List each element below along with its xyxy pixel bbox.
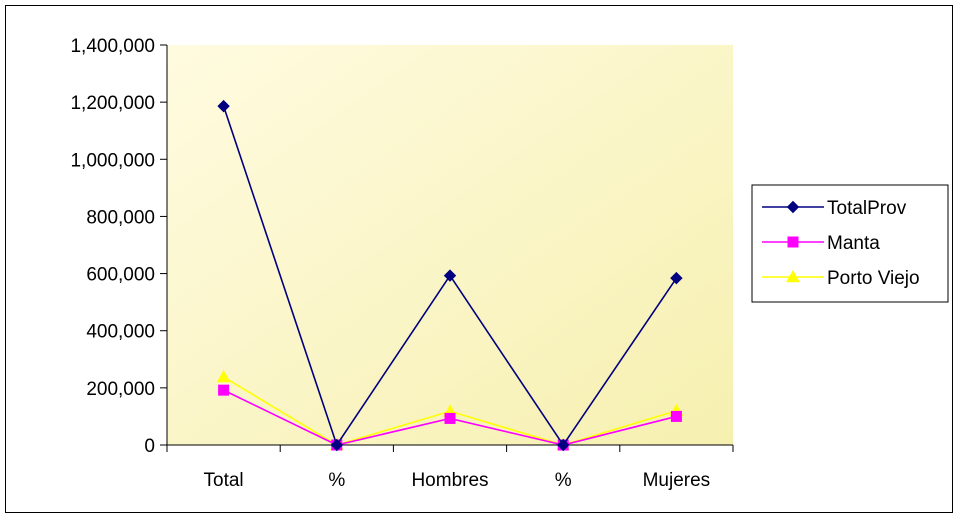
data-point <box>670 410 682 422</box>
y-tick-label: 0 <box>144 436 155 457</box>
plot-area <box>167 45 733 445</box>
x-tick-label: Total <box>204 470 244 491</box>
y-tick-label: 800,000 <box>86 207 155 228</box>
data-point <box>217 99 230 113</box>
legend-label: Porto Viejo <box>827 268 920 289</box>
data-point <box>218 384 230 396</box>
legend-label: TotalProv <box>827 198 907 219</box>
data-point <box>330 438 344 452</box>
y-tick-label: 400,000 <box>86 322 155 343</box>
y-tick-label: 1,400,000 <box>70 36 155 57</box>
x-tick-label: Hombres <box>411 470 488 491</box>
x-tick-label: Mujeres <box>643 470 711 491</box>
data-point <box>670 271 683 285</box>
legend-marker <box>786 200 800 214</box>
legend-marker <box>787 236 799 248</box>
legend-box <box>751 184 949 303</box>
y-tick-label: 1,200,000 <box>70 93 155 114</box>
legend-marker <box>786 269 800 283</box>
data-point <box>444 412 456 424</box>
data-point <box>216 369 231 383</box>
y-tick-label: 600,000 <box>86 265 155 286</box>
x-tick-label: % <box>555 470 572 491</box>
y-tick-label: 1,000,000 <box>70 150 155 171</box>
x-tick-label: % <box>328 470 345 491</box>
data-point <box>556 438 570 452</box>
data-point <box>443 269 457 282</box>
legend-label: Manta <box>827 233 880 254</box>
y-tick-label: 200,000 <box>86 379 155 400</box>
